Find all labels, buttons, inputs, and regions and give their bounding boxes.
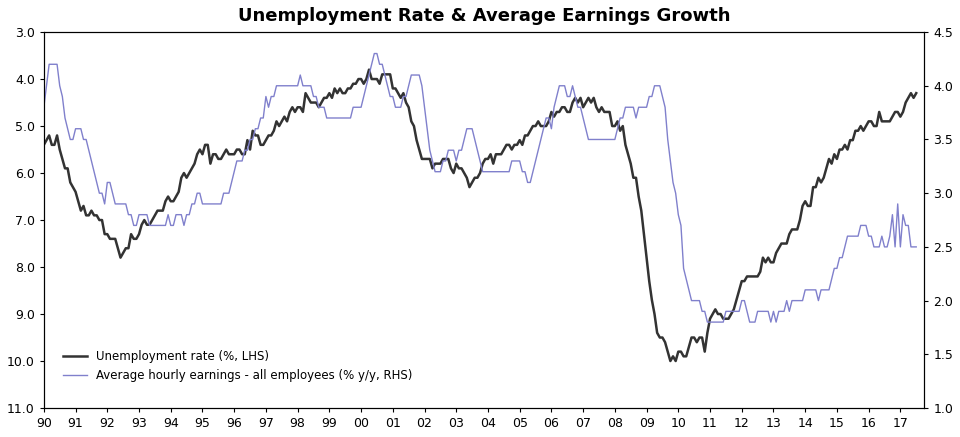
- Legend: Unemployment rate (%, LHS), Average hourly earnings - all employees (% y/y, RHS): Unemployment rate (%, LHS), Average hour…: [59, 346, 418, 387]
- Title: Unemployment Rate & Average Earnings Growth: Unemployment Rate & Average Earnings Gro…: [238, 7, 731, 25]
